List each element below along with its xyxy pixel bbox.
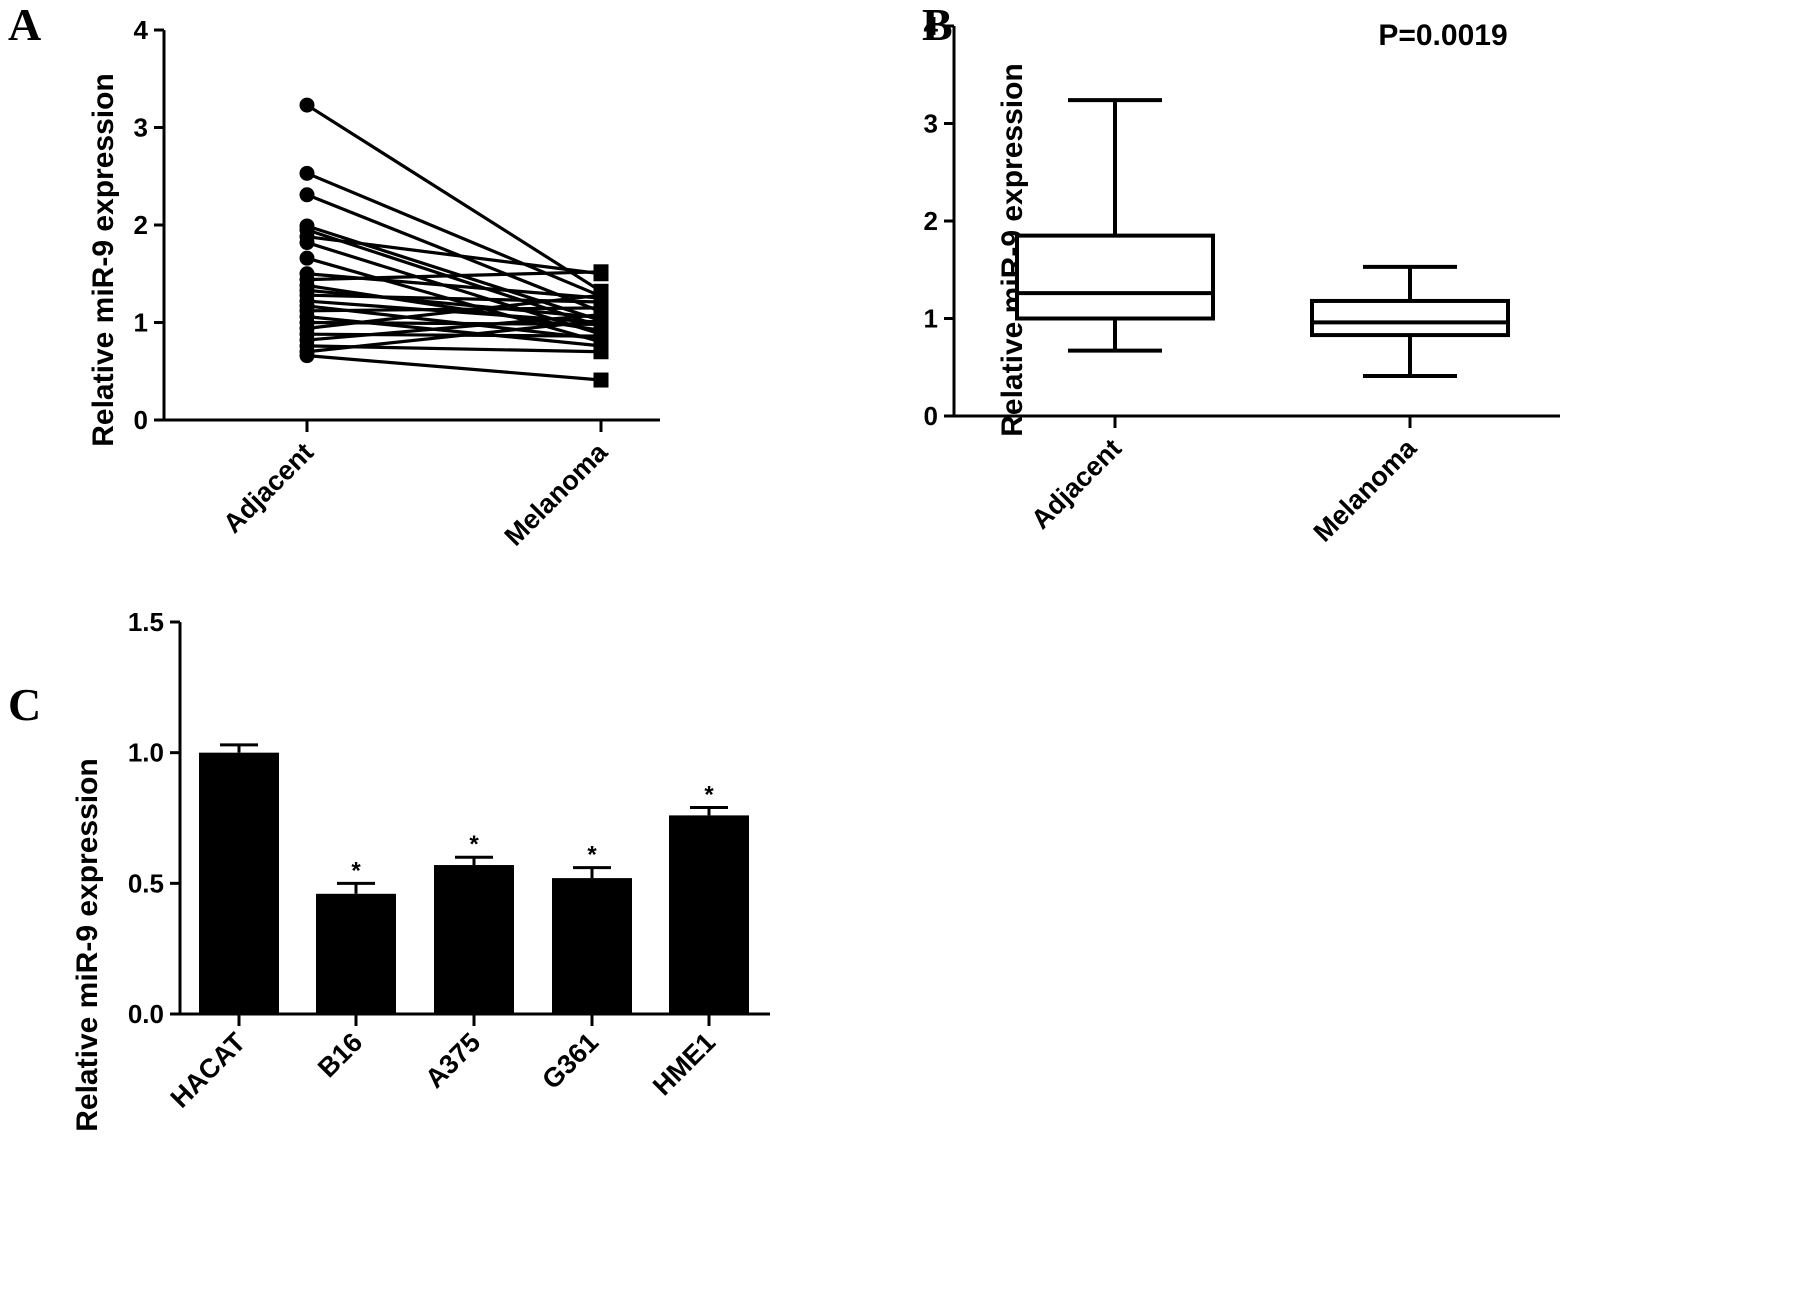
panel-a-adjacent-point bbox=[299, 97, 315, 113]
panel-a-y-tick-label: 4 bbox=[134, 15, 149, 45]
panel-c-x-tick-label: G361 bbox=[536, 1027, 604, 1095]
panel-c-plot: 0.0 0.5 1.0 1.5 HACAT B16 A375 G361 HME1 * * * * bbox=[128, 607, 770, 1114]
panel-c-significance-star: * bbox=[587, 842, 597, 869]
panel-a-pair-line bbox=[306, 318, 602, 354]
panel-a-pair-line bbox=[306, 293, 602, 330]
panel-c-x-tick-label: HACAT bbox=[165, 1027, 252, 1114]
panel-c-bar bbox=[434, 865, 514, 1014]
panel-a-melanoma-point bbox=[593, 328, 609, 344]
panel-c-x-tick-label: HME1 bbox=[647, 1027, 721, 1101]
panel-a-y-tick-label: 0 bbox=[134, 405, 148, 435]
panel-a-adjacent-point bbox=[299, 348, 315, 364]
panel-a-pair-line bbox=[306, 270, 602, 282]
panel-c-x-tick-label: B16 bbox=[312, 1027, 368, 1083]
panel-a-pair-line bbox=[306, 306, 602, 313]
panel-b-p-value: P=0.0019 bbox=[1378, 19, 1507, 52]
panel-b-x-tick-label: Melanoma bbox=[1308, 432, 1423, 547]
panel-a-x-tick-label: Melanoma bbox=[499, 436, 614, 551]
panel-c-y-tick-label: 0.5 bbox=[128, 868, 164, 898]
panel-c-bar bbox=[199, 752, 279, 1014]
panel-c-y-tick-label: 1.5 bbox=[128, 607, 164, 637]
panel-c-x-tick-label: A375 bbox=[419, 1027, 486, 1094]
panel-a-y-tick-label: 1 bbox=[134, 308, 148, 338]
panel-b-y-tick-label: 0 bbox=[924, 401, 938, 431]
panel-a-y-axis-label: Relative miR-9 expression bbox=[87, 73, 120, 447]
panel-a-melanoma-point bbox=[593, 313, 609, 329]
panel-c-bar bbox=[669, 815, 749, 1014]
panel-c-bar bbox=[316, 893, 396, 1014]
panel-a-pair-line bbox=[306, 313, 602, 342]
panel-a-pair-line bbox=[306, 228, 602, 328]
panel-c-y-tick-label: 0.0 bbox=[128, 999, 164, 1029]
panel-a-pair-line bbox=[306, 171, 602, 298]
panel-a-plot: 0 1 2 3 4 Adjacent Melanoma bbox=[134, 15, 660, 552]
panel-a-adjacent-point bbox=[299, 187, 315, 203]
panel-c-letter: C bbox=[8, 679, 41, 730]
panel-a-pair-line bbox=[306, 193, 602, 314]
panel-a-pair-line bbox=[306, 103, 602, 293]
panel-a-melanoma-point bbox=[593, 287, 609, 303]
panel-b-y-tick-label: 2 bbox=[924, 206, 938, 236]
panel-b-box bbox=[1310, 298, 1510, 338]
panel-a-letter: A bbox=[8, 0, 41, 50]
panel-c-significance-star: * bbox=[704, 782, 714, 809]
panel-c-significance-star: * bbox=[351, 857, 361, 884]
panel-b-y-tick-label: 4 bbox=[924, 11, 939, 41]
panel-b-y-tick-label: 3 bbox=[924, 109, 938, 139]
panel-b-x-tick-label: Adjacent bbox=[1025, 433, 1127, 535]
panel-c-significance-star: * bbox=[469, 831, 479, 858]
panel-a-melanoma-point bbox=[593, 264, 609, 280]
panel-a-pair-line bbox=[306, 235, 602, 276]
panel-a-adjacent-point bbox=[299, 165, 315, 181]
panel-a-pair-line bbox=[306, 354, 602, 382]
panel-a-x-tick-label: Adjacent bbox=[217, 437, 319, 539]
panel-a-adjacent-point bbox=[299, 250, 315, 266]
panel-b: B Relative miR-9 expression P=0.0019 012… bbox=[922, 0, 1560, 548]
panel-a-y-tick-label: 3 bbox=[134, 113, 148, 143]
panel-c-bar bbox=[552, 878, 632, 1014]
panel-a-y-tick-label: 2 bbox=[134, 210, 148, 240]
panel-a-melanoma-point bbox=[593, 344, 609, 360]
panel-c-y-axis-label: Relative miR-9 expression bbox=[71, 758, 104, 1132]
panel-b-box bbox=[1015, 233, 1215, 321]
panel-b-y-tick-label: 1 bbox=[924, 304, 938, 334]
panel-c-y-tick-label: 1.0 bbox=[128, 738, 164, 768]
panel-a: A Relative miR-9 expression 0 1 2 3 4 Adjacen… bbox=[8, 0, 660, 552]
panel-c: C Relative miR-9 expression 0.0 0.5 1.0 1.5… bbox=[8, 607, 770, 1132]
panel-a-melanoma-point bbox=[593, 372, 609, 388]
panel-a-adjacent-point bbox=[299, 235, 315, 251]
